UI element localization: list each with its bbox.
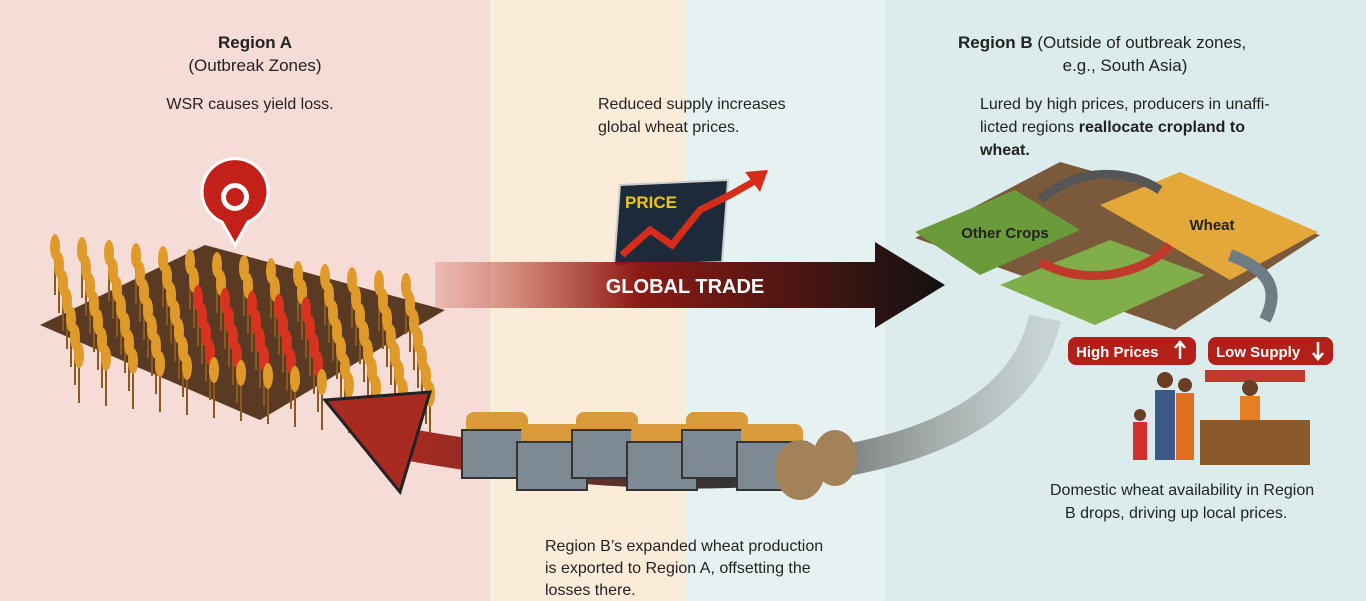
region-a-title: Region A — [218, 33, 292, 52]
mid-caption-2: global wheat prices. — [598, 119, 739, 136]
stall-awning — [1205, 370, 1305, 382]
person-body — [1176, 393, 1194, 460]
region-b-name: Region B — [958, 33, 1033, 52]
wheat-head — [182, 354, 192, 380]
child — [1134, 409, 1146, 421]
region-b-caption2-2: B drops, driving up local prices. — [1065, 505, 1287, 522]
mid-caption-1: Reduced supply increases — [598, 96, 786, 113]
price-label: PRICE — [625, 193, 677, 212]
region-a-subtitle: (Outbreak Zones) — [188, 56, 321, 75]
wheat-head — [236, 360, 246, 386]
wheat-head — [263, 363, 273, 389]
market-stall — [1200, 420, 1310, 465]
badge-label: Low Supply — [1216, 344, 1301, 361]
person — [1178, 378, 1192, 392]
vendor-body — [1240, 396, 1260, 420]
sack — [813, 430, 857, 486]
field-label: Other Crops — [961, 225, 1049, 242]
region-a-caption: WSR causes yield loss. — [166, 96, 333, 113]
pathogen-core — [226, 188, 244, 206]
wheat-head — [344, 372, 354, 398]
bottom-caption-1: Region B’s expanded wheat production — [545, 538, 823, 555]
region-b-caption-2: licted regions reallocate cropland to — [980, 119, 1245, 136]
badge-label: High Prices — [1076, 344, 1159, 361]
region-b-caption-3: wheat. — [979, 142, 1030, 159]
caption-bold: reallocate cropland to — [1079, 119, 1245, 136]
child-body — [1133, 422, 1147, 460]
region-b-subtitle-2: e.g., South Asia) — [1063, 56, 1188, 75]
wheat-head — [317, 369, 327, 395]
bottom-caption-2: is exported to Region A, offsetting the — [545, 560, 811, 577]
wheat-head — [74, 342, 84, 368]
wheat-head — [209, 357, 219, 383]
region-b-caption2-1: Domestic wheat availability in Region — [1050, 482, 1314, 499]
wheat-head — [101, 345, 111, 371]
region-b-subtitle: (Outside of outbreak zones, — [1033, 33, 1247, 52]
wheat-head — [290, 366, 300, 392]
wheat-head — [128, 348, 138, 374]
caption-plain: licted regions — [980, 119, 1079, 136]
bottom-caption-3: losses there. — [545, 582, 636, 599]
page: Region A (Outbreak Zones) WSR causes yie… — [0, 0, 1366, 601]
diagram: Region A (Outbreak Zones) WSR causes yie… — [0, 0, 1366, 601]
vendor — [1242, 380, 1258, 396]
person-body — [1155, 390, 1175, 460]
trade-label: GLOBAL TRADE — [606, 276, 765, 298]
region-b-title: Region B (Outside of outbreak zones, — [958, 33, 1246, 52]
region-b-caption-1: Lured by high prices, producers in unaff… — [980, 96, 1270, 113]
wheat-head — [155, 351, 165, 377]
person — [1157, 372, 1173, 388]
field-label: Wheat — [1190, 217, 1235, 234]
